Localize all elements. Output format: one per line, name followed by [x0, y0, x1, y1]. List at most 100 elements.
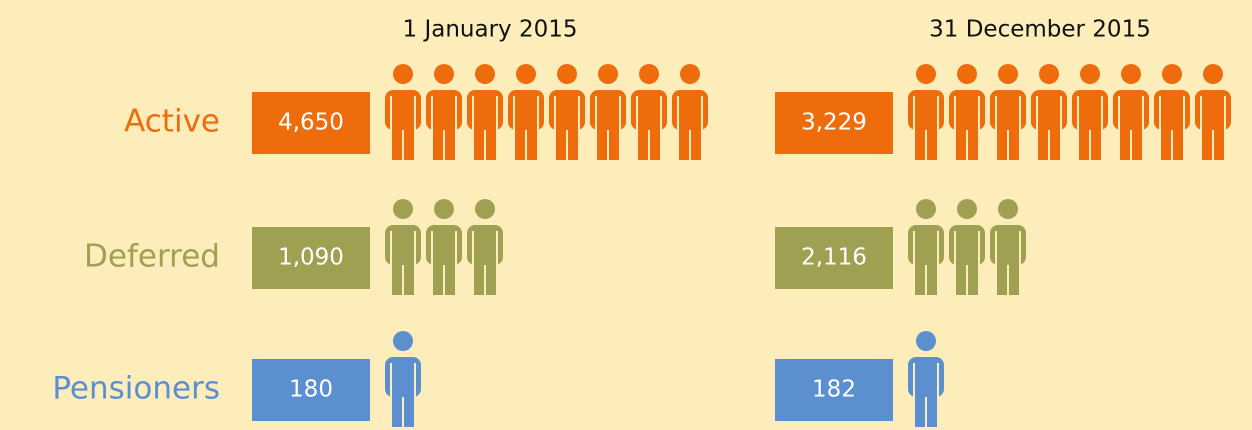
person-icon [590, 64, 626, 160]
person-icon [1113, 64, 1149, 160]
icon-gap [431, 96, 433, 130]
icon-leg [968, 255, 978, 295]
icon-gap [455, 96, 457, 130]
icon-gap [701, 96, 703, 130]
icon-gap [937, 363, 939, 397]
icon-leg [556, 120, 566, 160]
icon-gap [496, 96, 498, 130]
value: 4,650 [278, 110, 344, 136]
icon-leg [1050, 120, 1060, 160]
icon-leg [679, 120, 689, 160]
icon-gap [937, 96, 939, 130]
icon-gap [995, 231, 997, 265]
person-icon [1031, 64, 1067, 160]
icon-leg [609, 120, 619, 160]
icon-gap [1118, 96, 1120, 130]
icon-leg [691, 120, 701, 160]
icon-leg [486, 120, 496, 160]
icon-head [434, 64, 454, 84]
icon-leg [1202, 120, 1212, 160]
icon-gap [431, 231, 433, 265]
icon-head [1162, 64, 1182, 84]
value: 2,116 [801, 245, 867, 271]
icon-leg [527, 120, 537, 160]
icon-leg [1173, 120, 1183, 160]
icon-gap [537, 96, 539, 130]
value: 180 [289, 377, 333, 403]
icon-gap [1142, 96, 1144, 130]
icon-leg [1079, 120, 1089, 160]
person-icon [908, 331, 944, 427]
icon-head [916, 64, 936, 84]
icon-leg [404, 120, 414, 160]
icon-gap [1183, 96, 1185, 130]
icon-leg [404, 387, 414, 427]
icon-leg [915, 120, 925, 160]
icon-head [1203, 64, 1223, 84]
icon-gap [913, 231, 915, 265]
icon-head [1121, 64, 1141, 84]
icon-leg [445, 255, 455, 295]
icon-leg [997, 255, 1007, 295]
icon-leg [597, 120, 607, 160]
person-icon [990, 64, 1026, 160]
icon-leg [956, 120, 966, 160]
icon-leg [445, 120, 455, 160]
icon-leg [1120, 120, 1130, 160]
icon-gap [913, 96, 915, 130]
icon-head [680, 64, 700, 84]
person-icon [1195, 64, 1231, 160]
icon-leg [1161, 120, 1171, 160]
value-box [775, 92, 893, 154]
icon-leg [474, 255, 484, 295]
icon-gap [414, 96, 416, 130]
icon-leg [392, 255, 402, 295]
person-icon [949, 64, 985, 160]
icon-leg [433, 255, 443, 295]
icon-head [393, 64, 413, 84]
icon-head [475, 64, 495, 84]
icon-leg [968, 120, 978, 160]
icon-head [434, 199, 454, 219]
icon-leg [1009, 120, 1019, 160]
icon-gap [636, 96, 638, 130]
icon-head [916, 199, 936, 219]
icon-gap [390, 96, 392, 130]
icon-leg [997, 120, 1007, 160]
icon-head [998, 199, 1018, 219]
icon-leg [1091, 120, 1101, 160]
row-label: Deferred [84, 239, 220, 275]
icon-leg [433, 120, 443, 160]
icon-gap [978, 231, 980, 265]
icon-gap [937, 231, 939, 265]
icon-gap [496, 231, 498, 265]
value: 1,090 [278, 245, 344, 271]
icon-gap [660, 96, 662, 130]
icon-leg [392, 387, 402, 427]
icon-gap [390, 363, 392, 397]
icon-gap [1077, 96, 1079, 130]
icon-gap [513, 96, 515, 130]
person-icon [1154, 64, 1190, 160]
icon-gap [954, 231, 956, 265]
icon-head [957, 64, 977, 84]
icon-gap [472, 231, 474, 265]
icon-gap [595, 96, 597, 130]
icon-leg [1009, 255, 1019, 295]
icon-gap [455, 231, 457, 265]
icon-leg [638, 120, 648, 160]
value: 3,229 [801, 110, 867, 136]
person-icon [631, 64, 667, 160]
icon-leg [392, 120, 402, 160]
icon-gap [1019, 231, 1021, 265]
icon-head [1039, 64, 1059, 84]
icon-gap [414, 363, 416, 397]
icon-gap [1159, 96, 1161, 130]
icon-head [475, 199, 495, 219]
icon-leg [568, 120, 578, 160]
icon-head [916, 331, 936, 351]
column-title: 1 January 2015 [403, 17, 578, 43]
person-icon [426, 64, 462, 160]
value-box [252, 359, 370, 421]
